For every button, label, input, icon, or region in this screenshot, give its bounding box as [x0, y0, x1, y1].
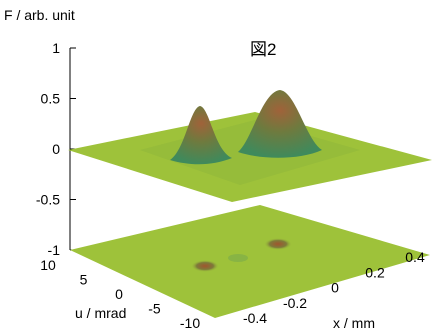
x-tick-label: -0.4: [243, 310, 267, 326]
z-tick-label: 1: [52, 40, 60, 56]
x-tick-label: 0.2: [365, 264, 385, 280]
chart-title: 図2: [250, 40, 276, 59]
contour-spot-right: [264, 238, 292, 250]
surface-peak-left: [170, 106, 232, 165]
y-tick-label: 5: [80, 272, 88, 288]
surface-peak-right: [238, 90, 322, 158]
y-axis-ticks: 10 5 0 -5 -10: [40, 257, 200, 331]
x-axis-label: x / mm: [333, 315, 375, 331]
z-tick-label: 0.5: [41, 91, 61, 107]
y-tick-label: -10: [180, 315, 200, 331]
y-tick-label: -5: [148, 301, 161, 317]
z-tick-label: 0: [52, 141, 60, 157]
x-tick-label: -0.2: [283, 295, 307, 311]
z-tick-label: -0.5: [36, 192, 60, 208]
z-tick-label: -1: [48, 242, 61, 258]
y-tick-label: 0: [115, 286, 123, 302]
contour-spot-left: [191, 260, 219, 272]
x-tick-label: 0: [331, 280, 339, 296]
y-tick-label: 10: [40, 257, 56, 273]
x-axis-ticks: -0.4 -0.2 0 0.2 0.4: [243, 249, 425, 326]
contour-plane: [70, 205, 430, 318]
x-tick-label: 0.4: [405, 249, 425, 265]
z-axis-label: F / arb. unit: [4, 7, 75, 23]
contour-faint-mark: [228, 254, 248, 262]
z-axis-ticks: 1 0.5 0 -0.5 -1: [36, 40, 76, 258]
y-axis-label: u / mrad: [75, 305, 126, 321]
